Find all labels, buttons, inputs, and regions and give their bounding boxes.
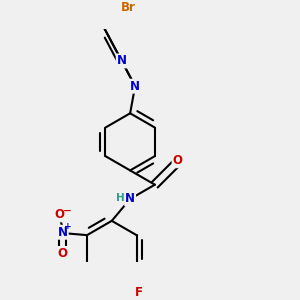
Text: N: N	[130, 80, 140, 93]
Text: Br: Br	[121, 1, 136, 14]
Text: F: F	[135, 286, 143, 299]
Text: +: +	[64, 222, 72, 231]
Text: −: −	[63, 206, 72, 216]
Text: O: O	[58, 247, 68, 260]
Text: N: N	[117, 55, 127, 68]
Text: O: O	[172, 154, 182, 167]
Text: N: N	[125, 193, 135, 206]
Text: H: H	[116, 193, 125, 203]
Text: O: O	[55, 208, 65, 221]
Text: N: N	[58, 226, 68, 239]
